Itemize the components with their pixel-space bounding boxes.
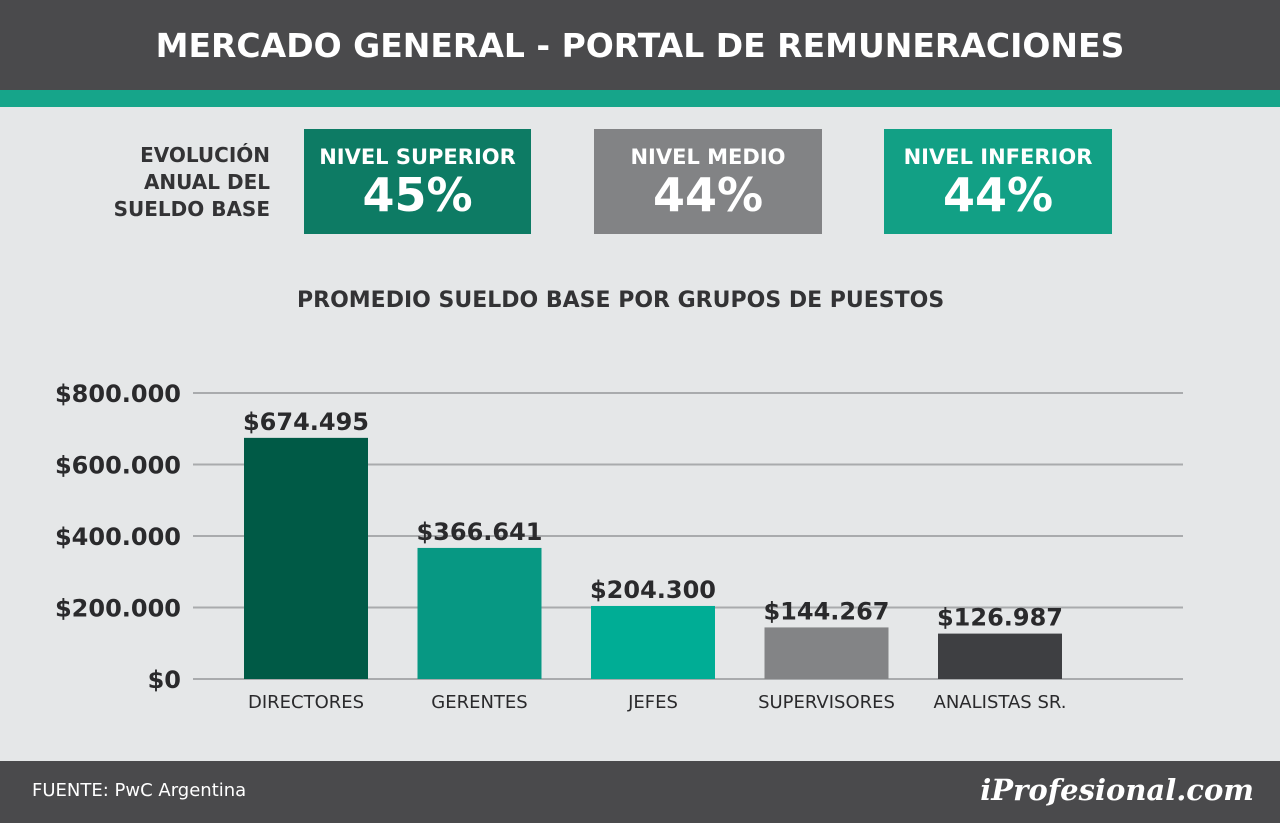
y-tick-label: $600.000 <box>55 452 181 480</box>
kpi-nivel-medio: NIVEL MEDIO 44% <box>594 129 822 234</box>
kpi-value: 45% <box>362 167 473 222</box>
footer-bar: FUENTE: PwC Argentina iProfesional.com <box>0 761 1280 823</box>
header-bar: MERCADO GENERAL - PORTAL DE REMUNERACION… <box>0 0 1280 90</box>
kpi-label: NIVEL INFERIOR <box>903 144 1093 169</box>
bar <box>764 627 889 679</box>
bar <box>244 437 368 679</box>
x-category-label: ANALISTAS SR. <box>934 692 1067 713</box>
evolution-label-line: EVOLUCIÓN <box>140 143 270 167</box>
y-tick-label: $400.000 <box>55 523 181 551</box>
kpi-value: 44% <box>942 167 1054 222</box>
x-category-label: SUPERVISORES <box>758 692 895 713</box>
kpi-label: NIVEL MEDIO <box>630 144 786 169</box>
evolution-label: EVOLUCIÓN ANUAL DEL SUELDO BASE <box>90 142 270 223</box>
x-category-label: DIRECTORES <box>248 692 364 713</box>
bar-value-label: $144.267 <box>763 597 889 625</box>
y-tick-label: $200.000 <box>55 595 181 623</box>
kpi-nivel-inferior: NIVEL INFERIOR 44% <box>884 129 1112 234</box>
bar-chart: $0 $200.000 $400.000 $600.000 $800.000 $674.4… <box>55 380 1183 713</box>
evolution-label-line: SUELDO BASE <box>113 197 270 221</box>
brand-logo: iProfesional.com <box>980 773 1254 807</box>
accent-strip <box>0 90 1280 107</box>
page-title: MERCADO GENERAL - PORTAL DE REMUNERACION… <box>155 25 1125 65</box>
kpi-value: 44% <box>652 167 764 222</box>
bar-value-label: $204.300 <box>590 576 716 604</box>
x-category-label: GERENTES <box>431 692 527 713</box>
kpi-label: NIVEL SUPERIOR <box>319 144 516 169</box>
bar <box>591 605 715 679</box>
bar-value-label: $126.987 <box>937 604 1063 632</box>
bar <box>417 547 542 679</box>
source-text: FUENTE: PwC Argentina <box>32 780 247 801</box>
bar <box>938 633 1062 679</box>
kpi-nivel-superior: NIVEL SUPERIOR 45% <box>304 129 531 234</box>
evolution-label-line: ANUAL DEL <box>143 170 270 194</box>
y-tick-label: $800.000 <box>55 380 181 408</box>
x-category-label: JEFES <box>627 692 678 713</box>
chart-title: PROMEDIO SUELDO BASE POR GRUPOS DE PUEST… <box>297 288 945 313</box>
bar-value-label: $366.641 <box>416 518 542 546</box>
y-tick-label: $0 <box>148 666 181 694</box>
bar-value-label: $674.495 <box>243 408 369 436</box>
